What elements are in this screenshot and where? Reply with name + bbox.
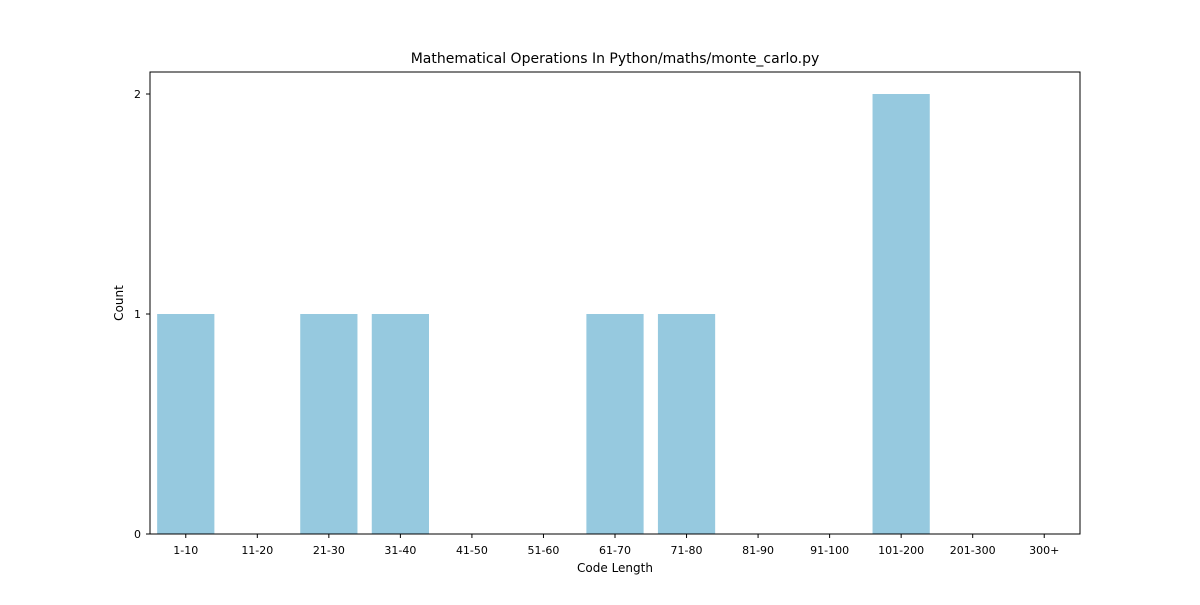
x-tick-label: 300+ [1029, 544, 1059, 557]
y-tick-label: 0 [134, 528, 141, 541]
y-axis-ticks: 0 1 2 [134, 88, 150, 541]
y-tick-label: 1 [134, 308, 141, 321]
x-tick-label: 81-90 [742, 544, 774, 557]
x-tick-label: 71-80 [671, 544, 703, 557]
x-tick-label: 201-300 [950, 544, 996, 557]
bars-group [157, 94, 930, 534]
chart-title: Mathematical Operations In Python/maths/… [411, 51, 820, 67]
x-tick-label: 41-50 [456, 544, 488, 557]
bar-61-70 [586, 314, 644, 534]
x-tick-label: 21-30 [313, 544, 345, 557]
x-tick-label: 91-100 [810, 544, 849, 557]
x-tick-label: 61-70 [599, 544, 631, 557]
x-tick-label: 51-60 [527, 544, 559, 557]
bar-71-80 [657, 314, 716, 534]
y-tick-label: 2 [134, 88, 141, 101]
bar-21-30 [300, 314, 358, 534]
bar-31-40 [371, 314, 429, 534]
x-axis-label: Code Length [577, 561, 653, 575]
bar-101-200 [872, 94, 930, 534]
x-tick-label: 11-20 [241, 544, 273, 557]
x-tick-label: 31-40 [384, 544, 416, 557]
x-axis-ticks: 1-10 11-20 21-30 31-40 41-50 51-60 61-70 71-80 8… [173, 534, 1059, 557]
x-tick-label: 101-200 [878, 544, 924, 557]
x-tick-label: 1-10 [173, 544, 198, 557]
bar-1-10 [157, 314, 215, 534]
y-axis-label: Count [112, 285, 126, 321]
